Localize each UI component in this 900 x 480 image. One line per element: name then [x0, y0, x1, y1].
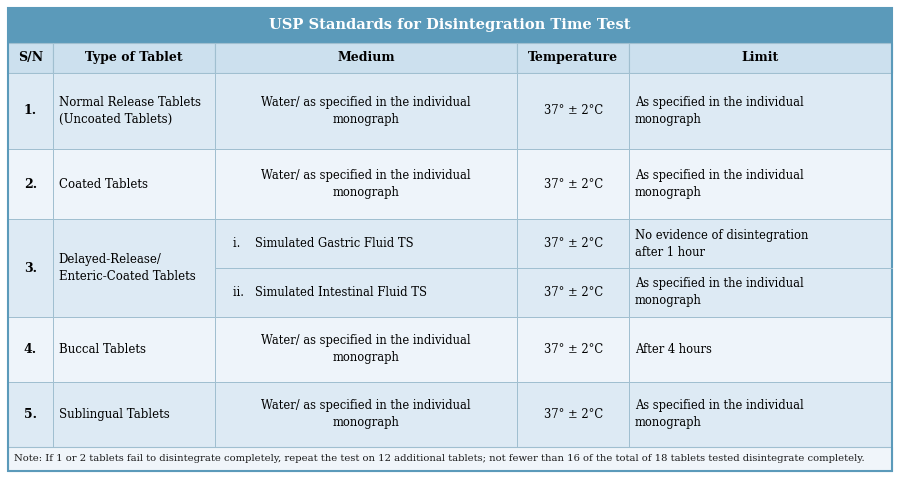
Bar — [8, 43, 53, 73]
Text: Normal Release Tablets
(Uncoated Tablets): Normal Release Tablets (Uncoated Tablets… — [58, 96, 201, 126]
Text: Temperature: Temperature — [528, 51, 618, 64]
Bar — [215, 317, 518, 382]
Bar — [53, 317, 215, 382]
Text: No evidence of disintegration
after 1 hour: No evidence of disintegration after 1 ho… — [635, 228, 808, 259]
Text: i.    Simulated Gastric Fluid TS: i. Simulated Gastric Fluid TS — [233, 237, 414, 250]
Text: Medium: Medium — [338, 51, 395, 64]
Bar — [215, 149, 518, 219]
Bar — [53, 73, 215, 149]
Bar — [629, 219, 892, 317]
Text: As specified in the individual
monograph: As specified in the individual monograph — [635, 399, 804, 429]
Text: 37° ± 2°C: 37° ± 2°C — [544, 237, 603, 250]
Bar — [8, 73, 53, 149]
Bar — [629, 73, 892, 149]
Bar — [518, 382, 629, 447]
Bar — [215, 43, 518, 73]
Text: As specified in the individual
monograph: As specified in the individual monograph — [635, 169, 804, 199]
Bar — [215, 73, 518, 149]
Bar — [215, 219, 518, 317]
Bar — [8, 219, 53, 317]
Text: Sublingual Tablets: Sublingual Tablets — [58, 408, 169, 421]
Text: 37° ± 2°C: 37° ± 2°C — [544, 408, 603, 421]
Text: 37° ± 2°C: 37° ± 2°C — [544, 178, 603, 191]
Text: 1.: 1. — [23, 105, 37, 118]
Text: 37° ± 2°C: 37° ± 2°C — [544, 343, 603, 356]
Text: Coated Tablets: Coated Tablets — [58, 178, 148, 191]
Text: Note: If 1 or 2 tablets fail to disintegrate completely, repeat the test on 12 a: Note: If 1 or 2 tablets fail to disinteg… — [14, 454, 865, 463]
Bar — [518, 73, 629, 149]
Bar — [53, 219, 215, 317]
Text: S/N: S/N — [18, 51, 43, 64]
Bar — [8, 317, 53, 382]
Bar — [518, 219, 629, 317]
Text: Water/ as specified in the individual
monograph: Water/ as specified in the individual mo… — [261, 399, 471, 429]
Bar — [53, 149, 215, 219]
Text: Water/ as specified in the individual
monograph: Water/ as specified in the individual mo… — [261, 334, 471, 364]
Bar — [629, 317, 892, 382]
Bar — [629, 43, 892, 73]
Text: As specified in the individual
monograph: As specified in the individual monograph — [635, 277, 804, 307]
Text: Delayed-Release/
Enteric-Coated Tablets: Delayed-Release/ Enteric-Coated Tablets — [58, 253, 195, 283]
Text: As specified in the individual
monograph: As specified in the individual monograph — [635, 96, 804, 126]
Bar — [629, 149, 892, 219]
Text: 3.: 3. — [24, 262, 37, 275]
Bar — [8, 382, 53, 447]
Text: 5.: 5. — [24, 408, 37, 421]
Text: Water/ as specified in the individual
monograph: Water/ as specified in the individual mo… — [261, 96, 471, 126]
Bar — [8, 149, 53, 219]
Text: Type of Tablet: Type of Tablet — [86, 51, 183, 64]
Text: Water/ as specified in the individual
monograph: Water/ as specified in the individual mo… — [261, 169, 471, 199]
Bar — [8, 447, 892, 471]
Bar — [629, 382, 892, 447]
Bar — [53, 382, 215, 447]
Text: 37° ± 2°C: 37° ± 2°C — [544, 286, 603, 299]
Text: 4.: 4. — [23, 343, 37, 356]
Bar — [518, 317, 629, 382]
Text: ii.   Simulated Intestinal Fluid TS: ii. Simulated Intestinal Fluid TS — [233, 286, 427, 299]
Bar — [8, 8, 892, 43]
Bar — [215, 382, 518, 447]
Text: USP Standards for Disintegration Time Test: USP Standards for Disintegration Time Te… — [269, 18, 631, 32]
Text: After 4 hours: After 4 hours — [635, 343, 712, 356]
Text: 2.: 2. — [23, 178, 37, 191]
Bar — [518, 43, 629, 73]
Bar — [518, 149, 629, 219]
Bar — [53, 43, 215, 73]
Text: 37° ± 2°C: 37° ± 2°C — [544, 105, 603, 118]
Text: Buccal Tablets: Buccal Tablets — [58, 343, 146, 356]
Text: Limit: Limit — [742, 51, 779, 64]
